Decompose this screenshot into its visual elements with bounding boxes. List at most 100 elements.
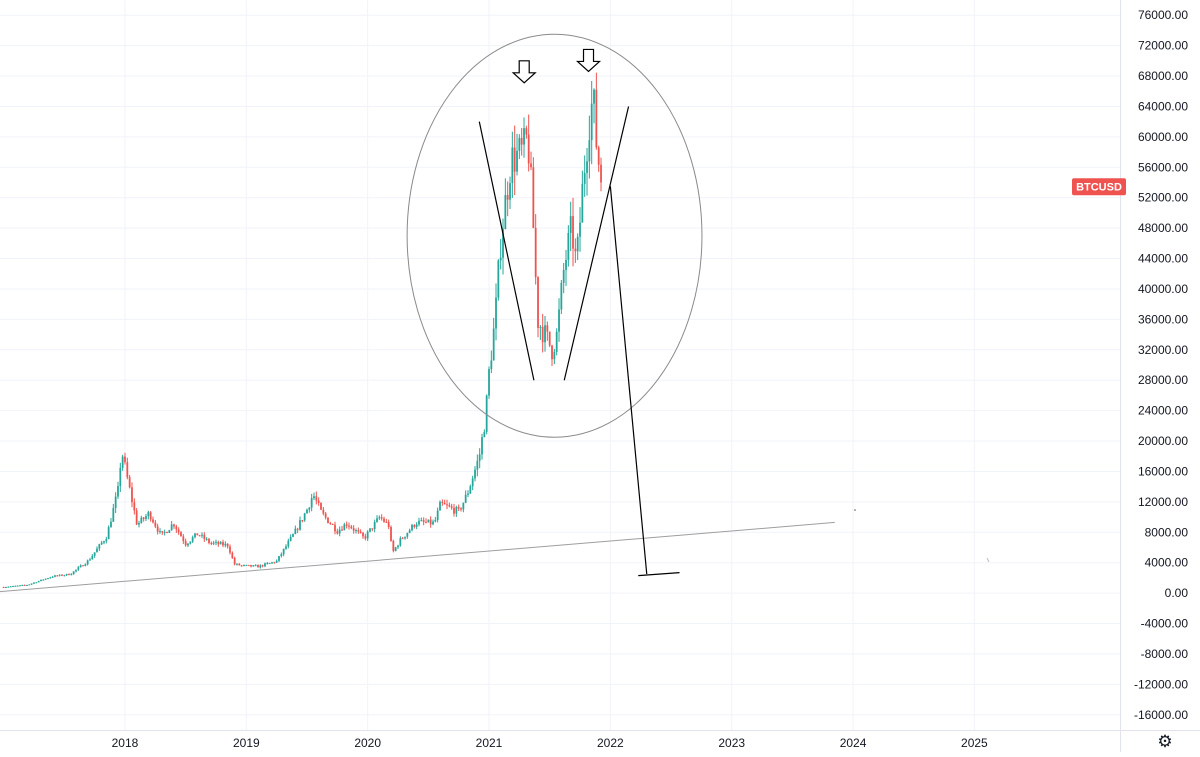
candle-body xyxy=(497,260,500,298)
candle-body xyxy=(65,573,68,576)
candle-body xyxy=(474,469,476,479)
candle-body xyxy=(268,562,271,564)
candle-body xyxy=(336,531,339,534)
candle-body xyxy=(212,542,215,544)
candle-body xyxy=(149,512,152,520)
candle-body xyxy=(271,562,273,564)
candle-body xyxy=(72,571,75,575)
candle-body xyxy=(296,528,299,530)
candle-body xyxy=(565,259,567,270)
candle-body xyxy=(243,564,245,566)
candle-body xyxy=(126,462,129,478)
candle-body xyxy=(51,576,54,578)
candle-body xyxy=(310,498,313,508)
price-tick-label: 52000.00 xyxy=(1138,191,1188,205)
candle-body xyxy=(100,542,103,545)
candle-body xyxy=(229,546,231,553)
time-tick-label: 2018 xyxy=(112,736,139,750)
grid xyxy=(0,0,1120,730)
candle-body xyxy=(96,548,98,553)
price-tick-label: 16000.00 xyxy=(1138,464,1188,478)
candle-body xyxy=(411,524,413,531)
candle-body xyxy=(236,563,238,565)
price-tick-label: 32000.00 xyxy=(1138,343,1188,357)
candle-body xyxy=(33,582,35,584)
candle-body xyxy=(289,536,292,541)
candle-body xyxy=(460,508,462,510)
time-axis[interactable]: 2018 2019 2020 2021 2022 2023 2024 2025 xyxy=(112,736,988,750)
candle-body xyxy=(84,564,87,566)
candle-body xyxy=(301,520,304,522)
candle-body xyxy=(273,562,276,564)
candle-body xyxy=(278,556,280,561)
candle-body xyxy=(292,534,294,537)
w-pattern-right-leg[interactable] xyxy=(563,106,630,381)
candle-body xyxy=(329,523,332,525)
candle-body xyxy=(35,582,38,584)
candle-body xyxy=(530,163,532,168)
candle-body xyxy=(595,89,598,148)
price-tick-label: -4000.00 xyxy=(1141,617,1189,631)
candle-body xyxy=(324,513,327,518)
price-tick-label: 8000.00 xyxy=(1145,525,1189,539)
candle-body xyxy=(350,526,353,529)
candle-body xyxy=(308,507,311,510)
candle-body xyxy=(30,583,33,585)
candle-body xyxy=(418,520,420,525)
candle-body xyxy=(70,574,73,576)
candle-body xyxy=(282,548,285,555)
candle-body xyxy=(159,531,161,533)
candle-body xyxy=(170,524,173,531)
price-axis[interactable]: 76000.00 72000.00 68000.00 64000.00 60000.00… xyxy=(1134,8,1188,722)
projection-line[interactable] xyxy=(609,186,648,575)
candles[interactable] xyxy=(2,72,602,589)
pattern-ellipse[interactable] xyxy=(406,33,703,438)
candle-body xyxy=(394,547,397,551)
candle-body xyxy=(362,532,364,537)
candle-body xyxy=(366,531,369,539)
candle-body xyxy=(327,517,329,524)
candle-body xyxy=(408,530,411,533)
time-tick-label: 2022 xyxy=(597,736,624,750)
candle-body xyxy=(558,309,560,332)
candle-body xyxy=(266,563,269,565)
candle-body xyxy=(322,509,325,514)
symbol-badge[interactable]: BTCUSD xyxy=(1072,178,1126,196)
candle-body xyxy=(5,586,7,588)
w-pattern-left-leg[interactable] xyxy=(478,121,535,381)
support-trendline[interactable] xyxy=(0,521,835,593)
candle-body xyxy=(511,147,514,184)
candle-body xyxy=(455,507,458,514)
down-arrow-icon[interactable] xyxy=(575,48,602,73)
candle-body xyxy=(114,496,117,508)
down-arrow-icon[interactable] xyxy=(511,60,537,84)
candle-body xyxy=(317,500,320,503)
candle-body xyxy=(154,522,157,527)
candle-body xyxy=(506,195,509,200)
candle-body xyxy=(502,229,504,258)
candle-body xyxy=(191,537,194,542)
candle-body xyxy=(194,533,196,538)
candle-body xyxy=(488,369,490,396)
gear-icon[interactable]: ⚙ xyxy=(1157,732,1173,752)
candle-body xyxy=(124,456,126,463)
price-tick-label: -12000.00 xyxy=(1134,677,1188,691)
candle-body xyxy=(555,331,558,352)
candle-body xyxy=(387,521,390,528)
price-tick-label: 24000.00 xyxy=(1138,404,1188,418)
candle-body xyxy=(306,509,308,514)
projection-base[interactable] xyxy=(638,571,680,577)
candle-body xyxy=(77,567,80,570)
candle-body xyxy=(315,496,318,501)
candle-body xyxy=(399,538,402,546)
candle-body xyxy=(485,395,488,432)
candle-body xyxy=(343,524,346,531)
symbol-badge-label: BTCUSD xyxy=(1076,181,1122,193)
drawings[interactable] xyxy=(0,33,990,593)
candle-body xyxy=(128,477,131,488)
candle-body xyxy=(252,565,255,567)
candle-body xyxy=(422,520,425,522)
candle-body xyxy=(467,493,469,495)
